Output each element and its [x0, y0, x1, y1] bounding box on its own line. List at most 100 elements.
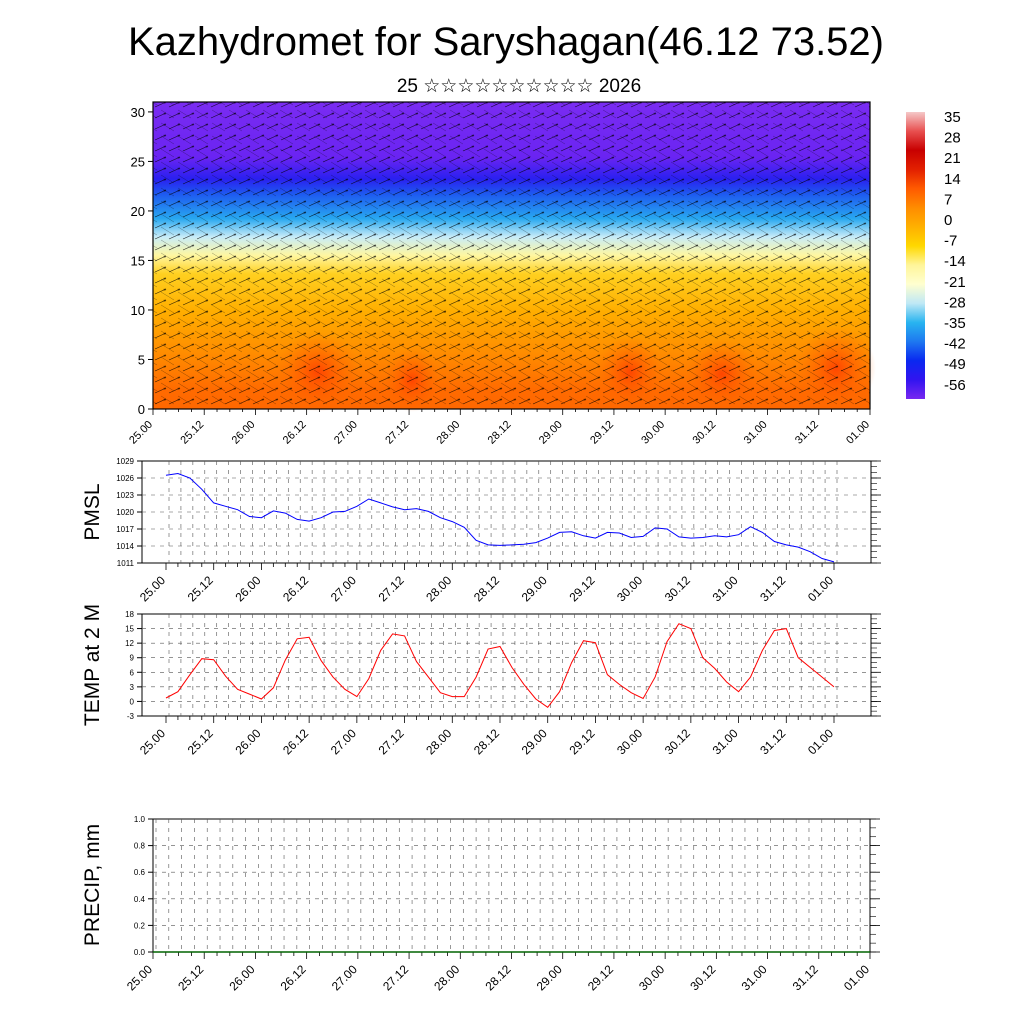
- x-tick-label: 31.12: [757, 573, 788, 604]
- x-tick-label: 28.12: [482, 962, 513, 993]
- x-tick-label: 31.12: [790, 962, 821, 993]
- x-tick-label: 01.00: [805, 573, 836, 604]
- x-tick-label: 28.00: [434, 419, 462, 447]
- pmsl-x-axis: 25.00 25.12 26.00 26.12 27.00 27.12 28.00 28.12…: [137, 563, 836, 604]
- y-tick-label: 1014: [116, 542, 134, 551]
- pmsl-panel: 1011 1014 1017 1020 1023 1026 1029 25.00 25.12 2…: [81, 457, 881, 604]
- y-tick-label: 1020: [116, 508, 134, 517]
- x-tick-label: 25.00: [127, 419, 155, 447]
- y-tick-label: 0.8: [134, 842, 146, 851]
- y-tick-label: 1026: [116, 474, 134, 483]
- chart-subtitle: 25 ☆☆☆☆☆☆☆☆☆☆ 2026: [397, 76, 641, 97]
- precip-grid: [153, 819, 870, 952]
- y-tick-label: 1023: [116, 491, 134, 500]
- cross-section-x-axis: 25.00 25.12 26.00 26.12 27.00 27.12 28.00 28.12…: [127, 409, 872, 447]
- colorbar-label: 14: [944, 171, 961, 188]
- colorbar-label: -14: [944, 253, 966, 270]
- x-tick-label: 26.12: [280, 573, 311, 604]
- x-tick-label: 26.00: [230, 419, 258, 447]
- x-tick-label: 25.00: [124, 962, 155, 993]
- x-tick-label: 01.00: [841, 962, 872, 993]
- x-tick-label: 25.00: [137, 573, 168, 604]
- x-tick-label: 27.12: [383, 419, 411, 447]
- colorbar-label: -7: [944, 233, 957, 250]
- x-tick-label: 29.00: [534, 962, 565, 993]
- y-tick-label: 15: [131, 253, 145, 268]
- x-tick-label: 01.00: [844, 419, 872, 447]
- y-tick-label: 3: [130, 683, 135, 692]
- precip-frame: [152, 818, 871, 953]
- chart-title: Kazhydromet for Saryshagan(46.12 73.52): [128, 20, 884, 64]
- x-tick-label: 30.12: [662, 573, 693, 604]
- y-tick-label: 0.6: [134, 868, 146, 877]
- precip-panel: 0.00.20.40.60.81.0 25.00 25.12 26.00 26.12 2…: [81, 815, 880, 993]
- cross-section-panel: 0 5 10 15 20 25 30 25.00 25.12 26.00 26.12 27.00 27…: [127, 101, 876, 447]
- pmsl-y-axis: 1011 1014 1017 1020 1023 1026 1029: [116, 457, 881, 568]
- wind-vectors-secondary: [153, 102, 870, 409]
- x-tick-label: 31.00: [742, 419, 770, 447]
- y-tick-label: 0: [130, 697, 135, 706]
- colorbar-label: -42: [944, 336, 966, 353]
- y-tick-label: 1029: [116, 457, 134, 466]
- colorbar-bar: [906, 112, 925, 399]
- y-tick-label: 0.4: [134, 895, 146, 904]
- temp-panel: -3 0 3 6 9 12 15 18 25.00 25.12 26.00 26.12 27.00 27…: [81, 604, 881, 757]
- y-tick-label: 1011: [117, 559, 135, 568]
- x-tick-label: 25.12: [185, 573, 216, 604]
- colorbar-label: 28: [944, 130, 961, 147]
- precip-y-axis: 0.0 0.2 0.4 0.6 0.8 1.0: [134, 815, 880, 957]
- y-tick-label: 10: [131, 303, 145, 318]
- y-tick-label: 9: [130, 654, 135, 663]
- x-tick-label: 31.12: [757, 726, 788, 757]
- pmsl-series-line: [165, 472, 835, 563]
- pmsl-grid: [142, 461, 871, 563]
- x-tick-label: 27.12: [376, 726, 407, 757]
- colorbar-labels: 35 28 21 14 7 0 -7 -14 -21 -28 -35 -42 -49 -56: [944, 109, 966, 394]
- x-tick-label: 31.00: [710, 573, 741, 604]
- x-tick-label: 27.00: [328, 573, 359, 604]
- y-tick-label: 25: [131, 154, 145, 169]
- x-tick-label: 30.00: [614, 726, 645, 757]
- cross-section-y-axis: 0 5 10 15 20 25 30: [131, 105, 153, 417]
- y-tick-label: 0.0: [134, 948, 146, 957]
- x-tick-label: 30.00: [639, 419, 667, 447]
- y-tick-label: 1.0: [134, 815, 146, 824]
- y-tick-label: 1017: [116, 525, 134, 534]
- x-tick-label: 28.00: [423, 573, 454, 604]
- x-tick-label: 29.00: [519, 573, 550, 604]
- colorbar-label: 7: [944, 191, 952, 208]
- pmsl-y-label: PMSL: [81, 483, 104, 540]
- x-tick-label: 29.12: [588, 419, 616, 447]
- x-tick-label: 28.12: [471, 573, 502, 604]
- temp-grid: [142, 614, 871, 716]
- precip-y-label: PRECIP, mm: [81, 824, 104, 946]
- temp-y-axis: -3 0 3 6 9 12 15 18: [125, 610, 881, 721]
- precip-x-axis: 25.00 25.12 26.00 26.12 27.00 27.12 28.00 28.12…: [124, 952, 872, 993]
- x-tick-label: 26.00: [232, 573, 263, 604]
- x-tick-label: 25.12: [185, 726, 216, 757]
- temp-y-label: TEMP at 2 M: [81, 604, 104, 726]
- x-tick-label: 30.12: [687, 962, 718, 993]
- x-tick-label: 28.00: [431, 962, 462, 993]
- x-tick-label: 26.12: [281, 419, 309, 447]
- x-tick-label: 30.12: [662, 726, 693, 757]
- x-tick-label: 30.00: [614, 573, 645, 604]
- x-tick-label: 27.00: [328, 726, 359, 757]
- x-tick-label: 25.00: [137, 726, 168, 757]
- x-tick-label: 29.00: [519, 726, 550, 757]
- x-tick-label: 25.12: [175, 962, 206, 993]
- x-tick-label: 29.00: [537, 419, 565, 447]
- x-tick-label: 29.12: [566, 573, 597, 604]
- colorbar-label: -28: [944, 294, 966, 311]
- x-tick-label: 27.00: [329, 962, 360, 993]
- x-tick-label: 27.12: [380, 962, 411, 993]
- colorbar-label: -56: [944, 377, 966, 394]
- y-tick-label: 30: [131, 105, 145, 120]
- y-tick-label: 0: [138, 402, 145, 417]
- y-tick-label: 15: [125, 625, 134, 634]
- y-tick-label: 18: [125, 610, 134, 619]
- y-tick-label: 0.2: [134, 921, 146, 930]
- x-tick-label: 31.12: [793, 419, 821, 447]
- colorbar-label: 21: [944, 150, 961, 167]
